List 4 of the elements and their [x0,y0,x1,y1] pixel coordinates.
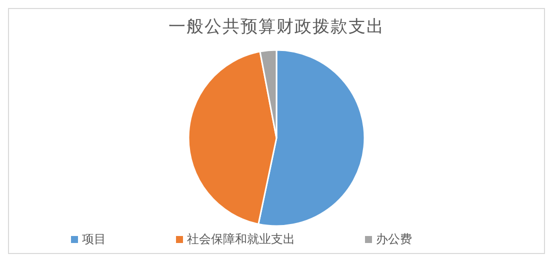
legend-label: 办公费 [376,232,412,246]
legend-label: 社会保障和就业支出 [187,232,295,246]
chart-title: 一般公共预算财政拨款支出 [168,16,386,39]
legend-label: 项目 [82,232,106,246]
